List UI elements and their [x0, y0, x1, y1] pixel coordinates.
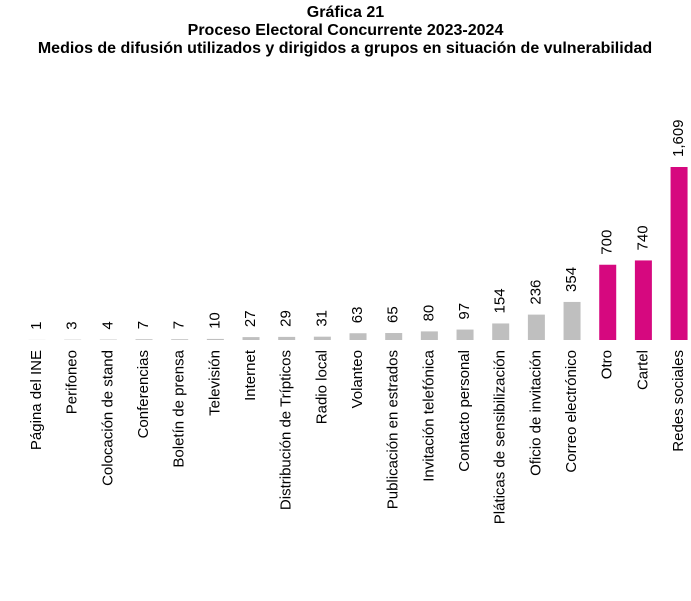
x-tick-label: Cartel [634, 350, 651, 390]
data-label: 97 [456, 303, 473, 320]
bar [206, 338, 224, 340]
data-label: 65 [385, 306, 402, 323]
data-label: 354 [563, 267, 580, 292]
bar [492, 323, 510, 340]
x-tick-label: Radio local [313, 350, 330, 424]
x-tick-label: Internet [242, 349, 259, 401]
x-tick-label: Colocación de stand [99, 350, 116, 486]
bar [242, 337, 260, 340]
bar [349, 333, 367, 340]
data-label: 7 [171, 321, 188, 329]
x-tick-label: Oficio de invitación [527, 350, 544, 476]
data-label: 1,609 [670, 119, 687, 157]
x-tick-label: Volanteo [349, 350, 366, 408]
bar [634, 260, 652, 340]
bar [527, 314, 545, 340]
bar [278, 336, 296, 340]
x-tick-label: Pláticas de sensibilización [492, 350, 509, 524]
chart-subtitle: Proceso Electoral Concurrente 2023-2024 [187, 22, 504, 39]
data-label: 27 [242, 310, 259, 327]
x-tick-label: Invitación telefónica [420, 349, 437, 481]
data-label: 1 [28, 322, 45, 330]
bar [599, 264, 617, 340]
x-tick-label: Conferencias [135, 350, 152, 438]
x-tick-label: Perifoneo [64, 350, 81, 414]
x-tick-label: Otro [599, 350, 616, 379]
x-tick-label: Contacto personal [456, 350, 473, 472]
chart-description: Medios de difusión utilizados y dirigido… [37, 40, 653, 57]
bar [171, 339, 189, 340]
data-label: 31 [313, 310, 330, 327]
x-tick-label: Publicación en estrados [385, 350, 402, 509]
x-tick-label: Televisión [206, 350, 223, 416]
bar [456, 329, 474, 340]
data-label: 236 [527, 280, 544, 305]
bar [420, 331, 438, 340]
data-label: 740 [634, 225, 651, 250]
bar [313, 336, 331, 340]
data-label: 80 [420, 305, 437, 322]
data-label: 7 [135, 321, 152, 329]
x-tick-label: Correo electrónico [563, 350, 580, 473]
bar [563, 301, 581, 340]
data-label: 63 [349, 307, 366, 324]
data-label: 4 [99, 321, 116, 329]
data-label: 154 [492, 288, 509, 313]
bar [385, 333, 403, 340]
data-label: 29 [278, 310, 295, 327]
bar [670, 167, 688, 340]
bar [135, 339, 153, 340]
chart-title: Gráfica 21 [306, 4, 385, 21]
x-tick-label: Redes sociales [670, 350, 687, 452]
data-label: 3 [64, 321, 81, 329]
data-label: 10 [206, 312, 223, 329]
x-tick-label: Página del INE [28, 350, 45, 450]
x-tick-label: Distribución de Trípticos [278, 350, 295, 510]
x-tick-label: Boletín de prensa [171, 349, 188, 467]
data-label: 700 [599, 230, 616, 255]
